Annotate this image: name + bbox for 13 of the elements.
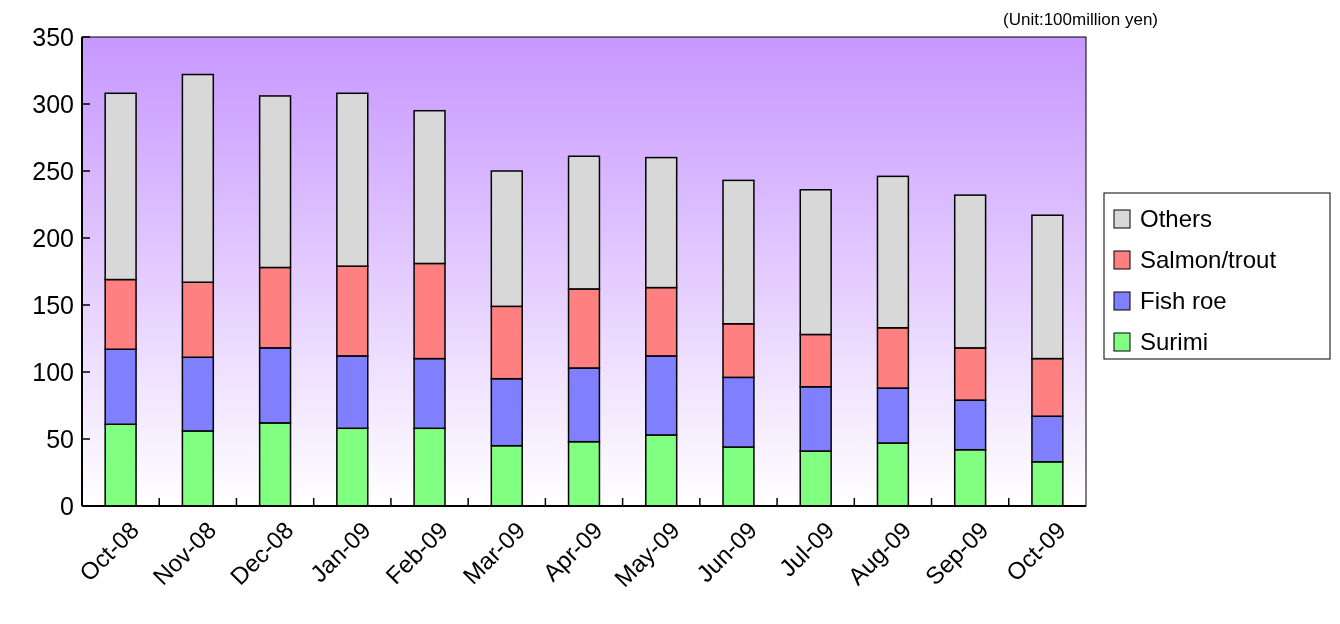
legend-label: Surimi bbox=[1140, 328, 1209, 356]
legend-label: Fish roe bbox=[1140, 287, 1227, 315]
y-tick-label: 300 bbox=[32, 89, 74, 118]
legend-label: Salmon/trout bbox=[1140, 246, 1277, 274]
y-tick-label: 50 bbox=[46, 424, 74, 453]
y-tick-label: 350 bbox=[32, 22, 74, 51]
text: (Unit:100million yen) bbox=[1003, 10, 1158, 29]
y-tick-label: 250 bbox=[32, 156, 74, 185]
y-tick-label: 0 bbox=[60, 491, 74, 520]
legend-label: Others bbox=[1140, 205, 1213, 233]
y-tick-label: 150 bbox=[32, 290, 74, 319]
y-tick-label: 100 bbox=[32, 357, 74, 386]
y-tick-label: 200 bbox=[32, 223, 74, 252]
